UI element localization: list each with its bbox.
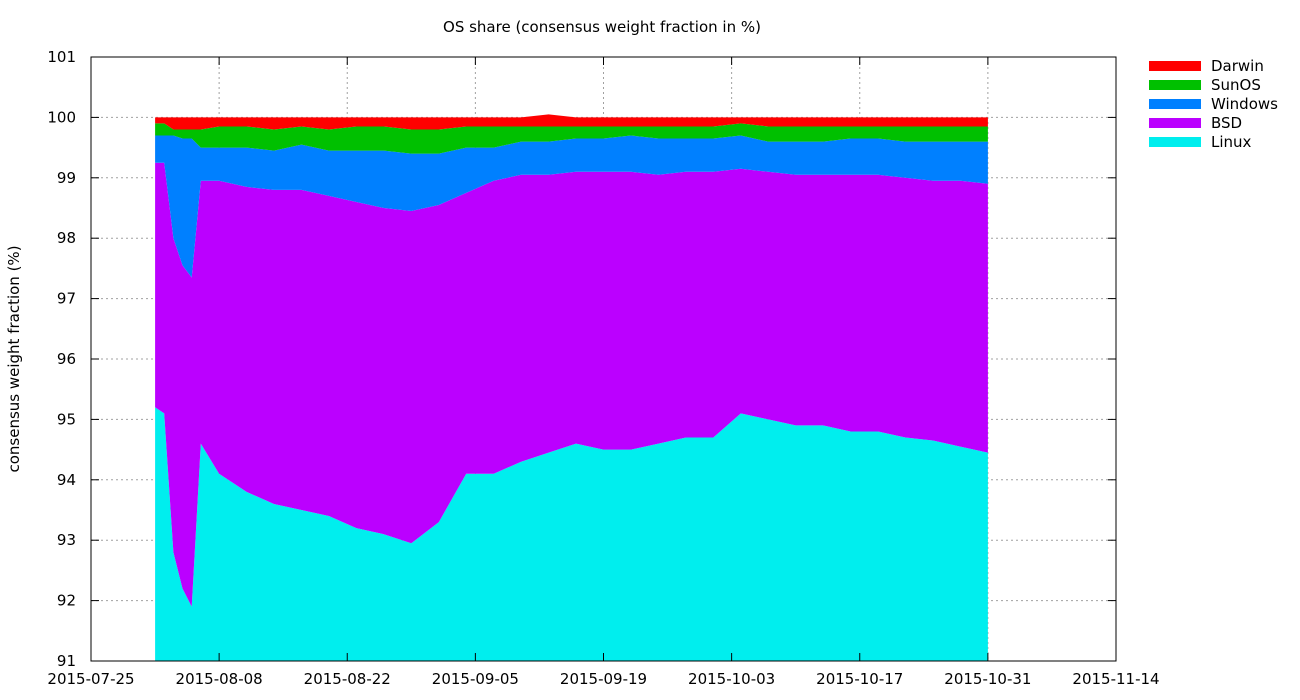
legend-swatch-windows (1149, 99, 1201, 109)
x-tick-label: 2015-10-17 (816, 670, 903, 688)
y-tick-label: 100 (47, 108, 76, 126)
legend-swatch-darwin (1149, 61, 1201, 71)
y-tick-label: 97 (57, 290, 76, 308)
area-sunos (155, 123, 988, 154)
legend-label-windows: Windows (1211, 95, 1278, 113)
area-linux (155, 407, 988, 661)
y-tick-label: 101 (47, 48, 76, 66)
y-tick-label: 98 (57, 229, 76, 247)
area-windows (155, 135, 988, 278)
stacked-areas (155, 114, 988, 661)
legend-label-sunos: SunOS (1211, 76, 1261, 94)
y-tick-label: 95 (57, 410, 76, 428)
y-axis-ticks: 91 92 93 94 95 96 97 98 99 100 101 (47, 48, 1116, 670)
legend-label-bsd: BSD (1211, 114, 1242, 132)
x-tick-label: 2015-08-08 (176, 670, 263, 688)
legend-swatch-bsd (1149, 118, 1201, 128)
y-tick-label: 91 (57, 652, 76, 670)
y-tick-label: 96 (57, 350, 76, 368)
x-axis-ticks: 2015-07-25 2015-08-08 2015-08-22 2015-09-05… (47, 57, 1160, 688)
y-tick-label: 99 (57, 169, 76, 187)
area-bsd (155, 162, 988, 607)
x-tick-label: 2015-10-03 (688, 670, 775, 688)
x-tick-label: 2015-07-25 (47, 670, 134, 688)
y-tick-label: 92 (57, 592, 76, 610)
legend-label-darwin: Darwin (1211, 57, 1264, 75)
y-axis-label: consensus weight fraction (%) (5, 245, 23, 472)
y-tick-label: 93 (57, 531, 76, 549)
x-tick-label: 2015-08-22 (304, 670, 391, 688)
legend-swatch-linux (1149, 137, 1201, 147)
legend-swatch-sunos (1149, 80, 1201, 90)
x-tick-label: 2015-09-05 (432, 670, 519, 688)
x-tick-label: 2015-10-31 (944, 670, 1031, 688)
x-tick-label: 2015-09-19 (560, 670, 647, 688)
y-tick-label: 94 (57, 471, 76, 489)
area-darwin (155, 114, 988, 130)
chart-title: OS share (consensus weight fraction in %… (443, 18, 761, 36)
x-tick-label: 2015-11-14 (1072, 670, 1159, 688)
legend-label-linux: Linux (1211, 133, 1252, 151)
